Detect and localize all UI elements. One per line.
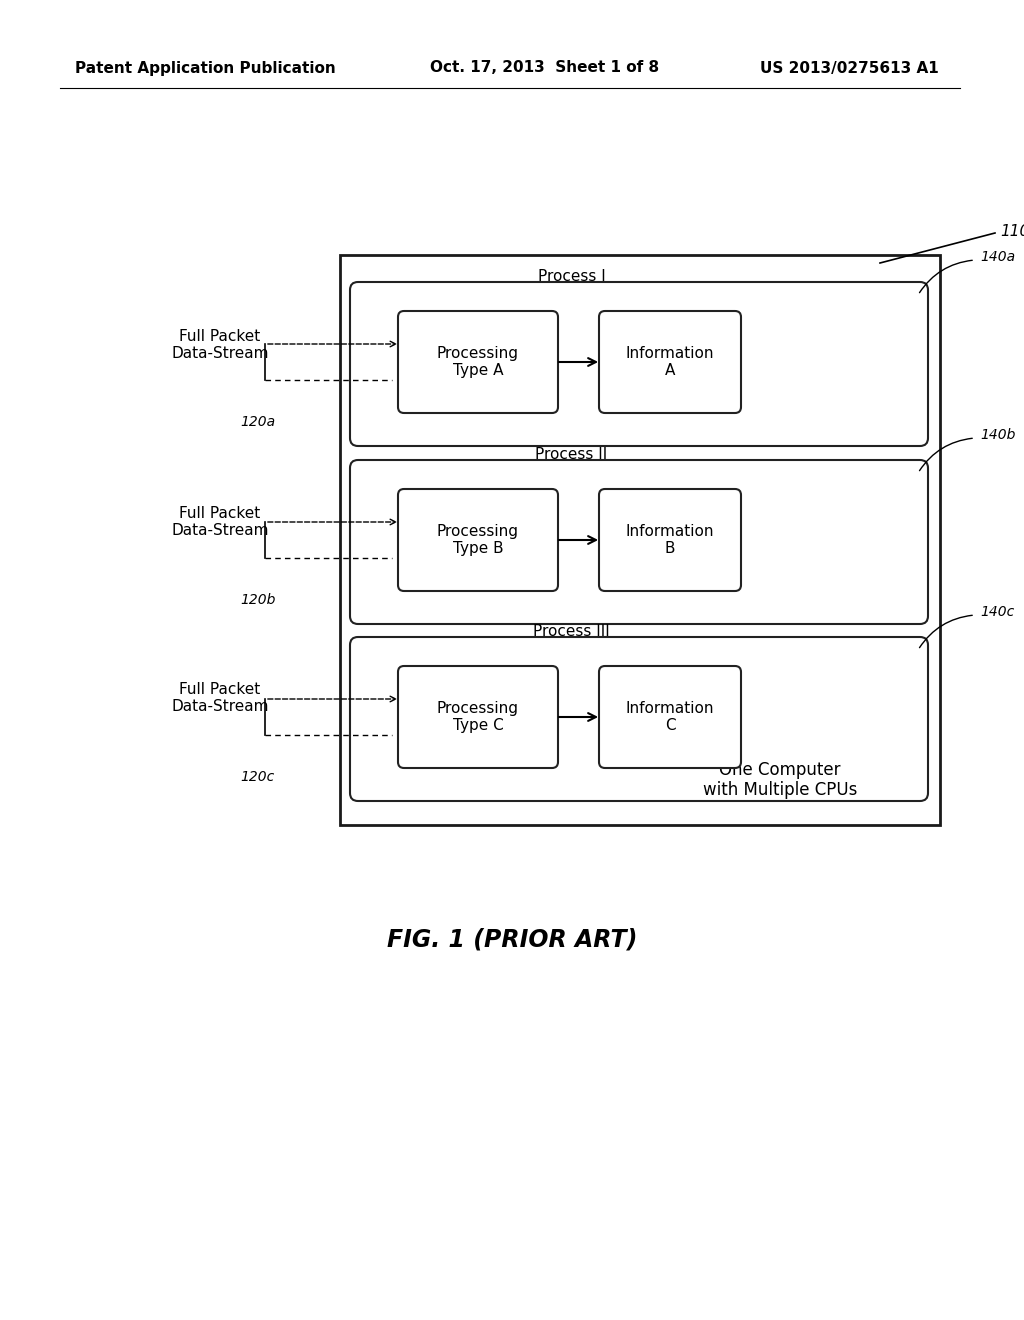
Text: Process I: Process I	[538, 269, 605, 284]
Text: Full Packet
Data-Stream: Full Packet Data-Stream	[171, 506, 268, 539]
Text: Information
B: Information B	[626, 524, 715, 556]
Text: Oct. 17, 2013  Sheet 1 of 8: Oct. 17, 2013 Sheet 1 of 8	[430, 61, 659, 75]
Text: Process II: Process II	[536, 447, 607, 462]
Text: Full Packet
Data-Stream: Full Packet Data-Stream	[171, 329, 268, 362]
Text: 140c: 140c	[980, 605, 1014, 619]
Text: Information
A: Information A	[626, 346, 715, 379]
Text: 140a: 140a	[980, 249, 1015, 264]
Text: Information
C: Information C	[626, 701, 715, 733]
FancyBboxPatch shape	[398, 312, 558, 413]
FancyBboxPatch shape	[350, 459, 928, 624]
Text: 120a: 120a	[240, 414, 275, 429]
Text: One Computer
with Multiple CPUs: One Computer with Multiple CPUs	[702, 760, 857, 800]
Text: 120c: 120c	[240, 770, 274, 784]
FancyBboxPatch shape	[350, 282, 928, 446]
Text: 140b: 140b	[980, 428, 1016, 442]
Text: FIG. 1 (PRIOR ART): FIG. 1 (PRIOR ART)	[387, 928, 637, 952]
Text: Processing
Type A: Processing Type A	[437, 346, 519, 379]
Text: US 2013/0275613 A1: US 2013/0275613 A1	[760, 61, 939, 75]
FancyBboxPatch shape	[340, 255, 940, 825]
Text: 110: 110	[1000, 223, 1024, 239]
FancyBboxPatch shape	[599, 312, 741, 413]
Text: 120b: 120b	[240, 593, 275, 607]
FancyBboxPatch shape	[350, 638, 928, 801]
Text: Processing
Type C: Processing Type C	[437, 701, 519, 733]
Text: Process III: Process III	[534, 624, 610, 639]
FancyBboxPatch shape	[599, 667, 741, 768]
Text: Processing
Type B: Processing Type B	[437, 524, 519, 556]
Text: Full Packet
Data-Stream: Full Packet Data-Stream	[171, 682, 268, 714]
FancyBboxPatch shape	[599, 488, 741, 591]
Text: Patent Application Publication: Patent Application Publication	[75, 61, 336, 75]
FancyBboxPatch shape	[398, 667, 558, 768]
FancyBboxPatch shape	[398, 488, 558, 591]
